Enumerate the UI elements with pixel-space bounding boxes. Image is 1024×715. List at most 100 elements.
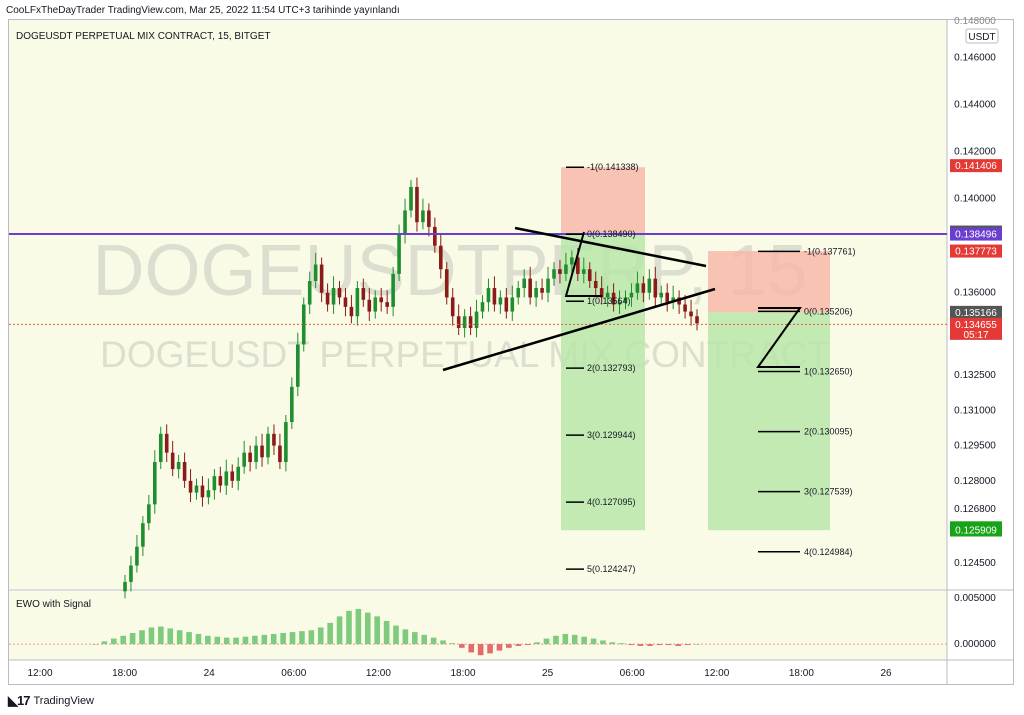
zigzag-left [564,231,602,297]
ewo-bar [694,644,700,645]
candle-body [427,210,431,227]
candle-body [349,306,354,317]
candle-body [278,445,282,463]
ewo-bar [101,641,108,645]
candle-body [188,480,193,493]
candle-body [260,445,264,458]
candle-body [242,452,246,467]
candle-body [206,490,211,498]
ewo-bar [167,628,174,645]
ewo-bar [270,633,277,645]
candle-body [576,257,580,274]
candle-body [528,278,532,298]
ewo-bar [656,644,663,646]
time-tick-label: 26 [880,668,892,679]
ewo-bar [261,634,268,645]
ewo-bar [618,643,625,645]
candle-body [379,297,384,303]
ewo-tick-label: 0.005000 [954,593,996,604]
price-tick-label: 0.140000 [954,194,996,205]
candle-body [468,316,473,329]
candle-body [671,297,675,303]
candle-body [141,523,145,547]
candle-body [164,433,169,453]
symbol-legend: DOGEUSDT PERPETUAL MIX CONTRACT, 15, BIT… [16,31,271,42]
price-tick-label: 0.129500 [954,441,996,452]
candle-body [623,297,628,303]
fib-level-label: 1(0.132650) [804,367,853,377]
price-tick-label: 0.128000 [954,476,996,487]
price-badge [950,227,1002,241]
fib-level-label: 0(0.135206) [804,306,853,316]
time-tick-label: 24 [204,668,216,679]
candle-body [450,297,455,317]
price-tick-label: 0.146000 [954,53,996,64]
candle-body [433,226,437,246]
fib-level-label: 5(0.124247) [587,564,636,574]
candle-body [158,433,163,463]
fib-level-label: 1(0.13564) [587,296,631,306]
ewo-bar [205,635,211,645]
candle-body [629,292,634,298]
candle-body [647,278,652,293]
fib-level-label: 0(0.138490) [587,229,636,239]
candle-body [355,288,360,317]
candle-body [516,288,521,298]
ewo-bar [111,638,117,645]
price-tick-label: 0.142000 [954,147,996,158]
ewo-bar [233,637,239,645]
ewo-bar [506,644,512,648]
candle-body [605,292,610,298]
candle-body [272,433,276,446]
time-tick-label: 18:00 [450,668,475,679]
currency-label: USDT [968,32,995,43]
take-profit-zone-right [708,312,830,531]
fib-level-label: 2(0.132793) [587,363,636,373]
footer: ◣17 TradingView [8,693,94,709]
candle-body [343,297,348,307]
candle-body [695,316,699,324]
time-tick-label: 12:00 [27,668,52,679]
candle-body [558,269,562,274]
fib-level-label: 2(0.130095) [804,427,853,437]
ewo-bar [374,616,380,645]
time-tick-label: 25 [542,668,554,679]
price-tick-label: 0.144000 [954,100,996,111]
price-badge-label: 0.135166 [955,308,997,319]
candle-body [611,292,616,305]
fib-level-label: -1(0.137761) [804,246,856,256]
candle-body [194,485,199,493]
ewo-bar [543,638,550,645]
price-badge-label: 0.134655 [955,320,997,331]
candle-body [683,304,687,312]
ewo-bar [158,626,164,645]
candle-body [152,462,157,505]
publish-caption: CooLFxTheDayTrader TradingView.com, Mar … [6,5,400,16]
ewo-bar [355,608,362,645]
candle-body [135,546,139,566]
candle-body [540,288,544,293]
candle-body [147,504,151,524]
ewo-bar [675,644,681,646]
indicator-legend: EWO with Signal [16,599,91,610]
candle-body [689,311,693,317]
ewo-bar [468,644,475,653]
tradingview-logo-icon: ◣17 [8,693,30,708]
ewo-bar [440,640,446,645]
candle-body [456,316,461,329]
time-tick-label: 06:00 [281,668,306,679]
price-badge [950,159,1002,173]
candle-body [230,471,235,481]
candle-body [635,283,640,293]
currency-badge[interactable] [965,28,999,44]
ewo-bar [581,636,587,645]
ewo-bar [120,635,127,645]
candle-body [248,452,252,463]
stop-loss-zone-right [708,251,830,313]
candle-body [224,471,229,486]
ewo-bar [487,644,493,654]
candle-body [123,581,127,592]
candle-body [498,297,503,305]
candle-body [301,304,306,345]
